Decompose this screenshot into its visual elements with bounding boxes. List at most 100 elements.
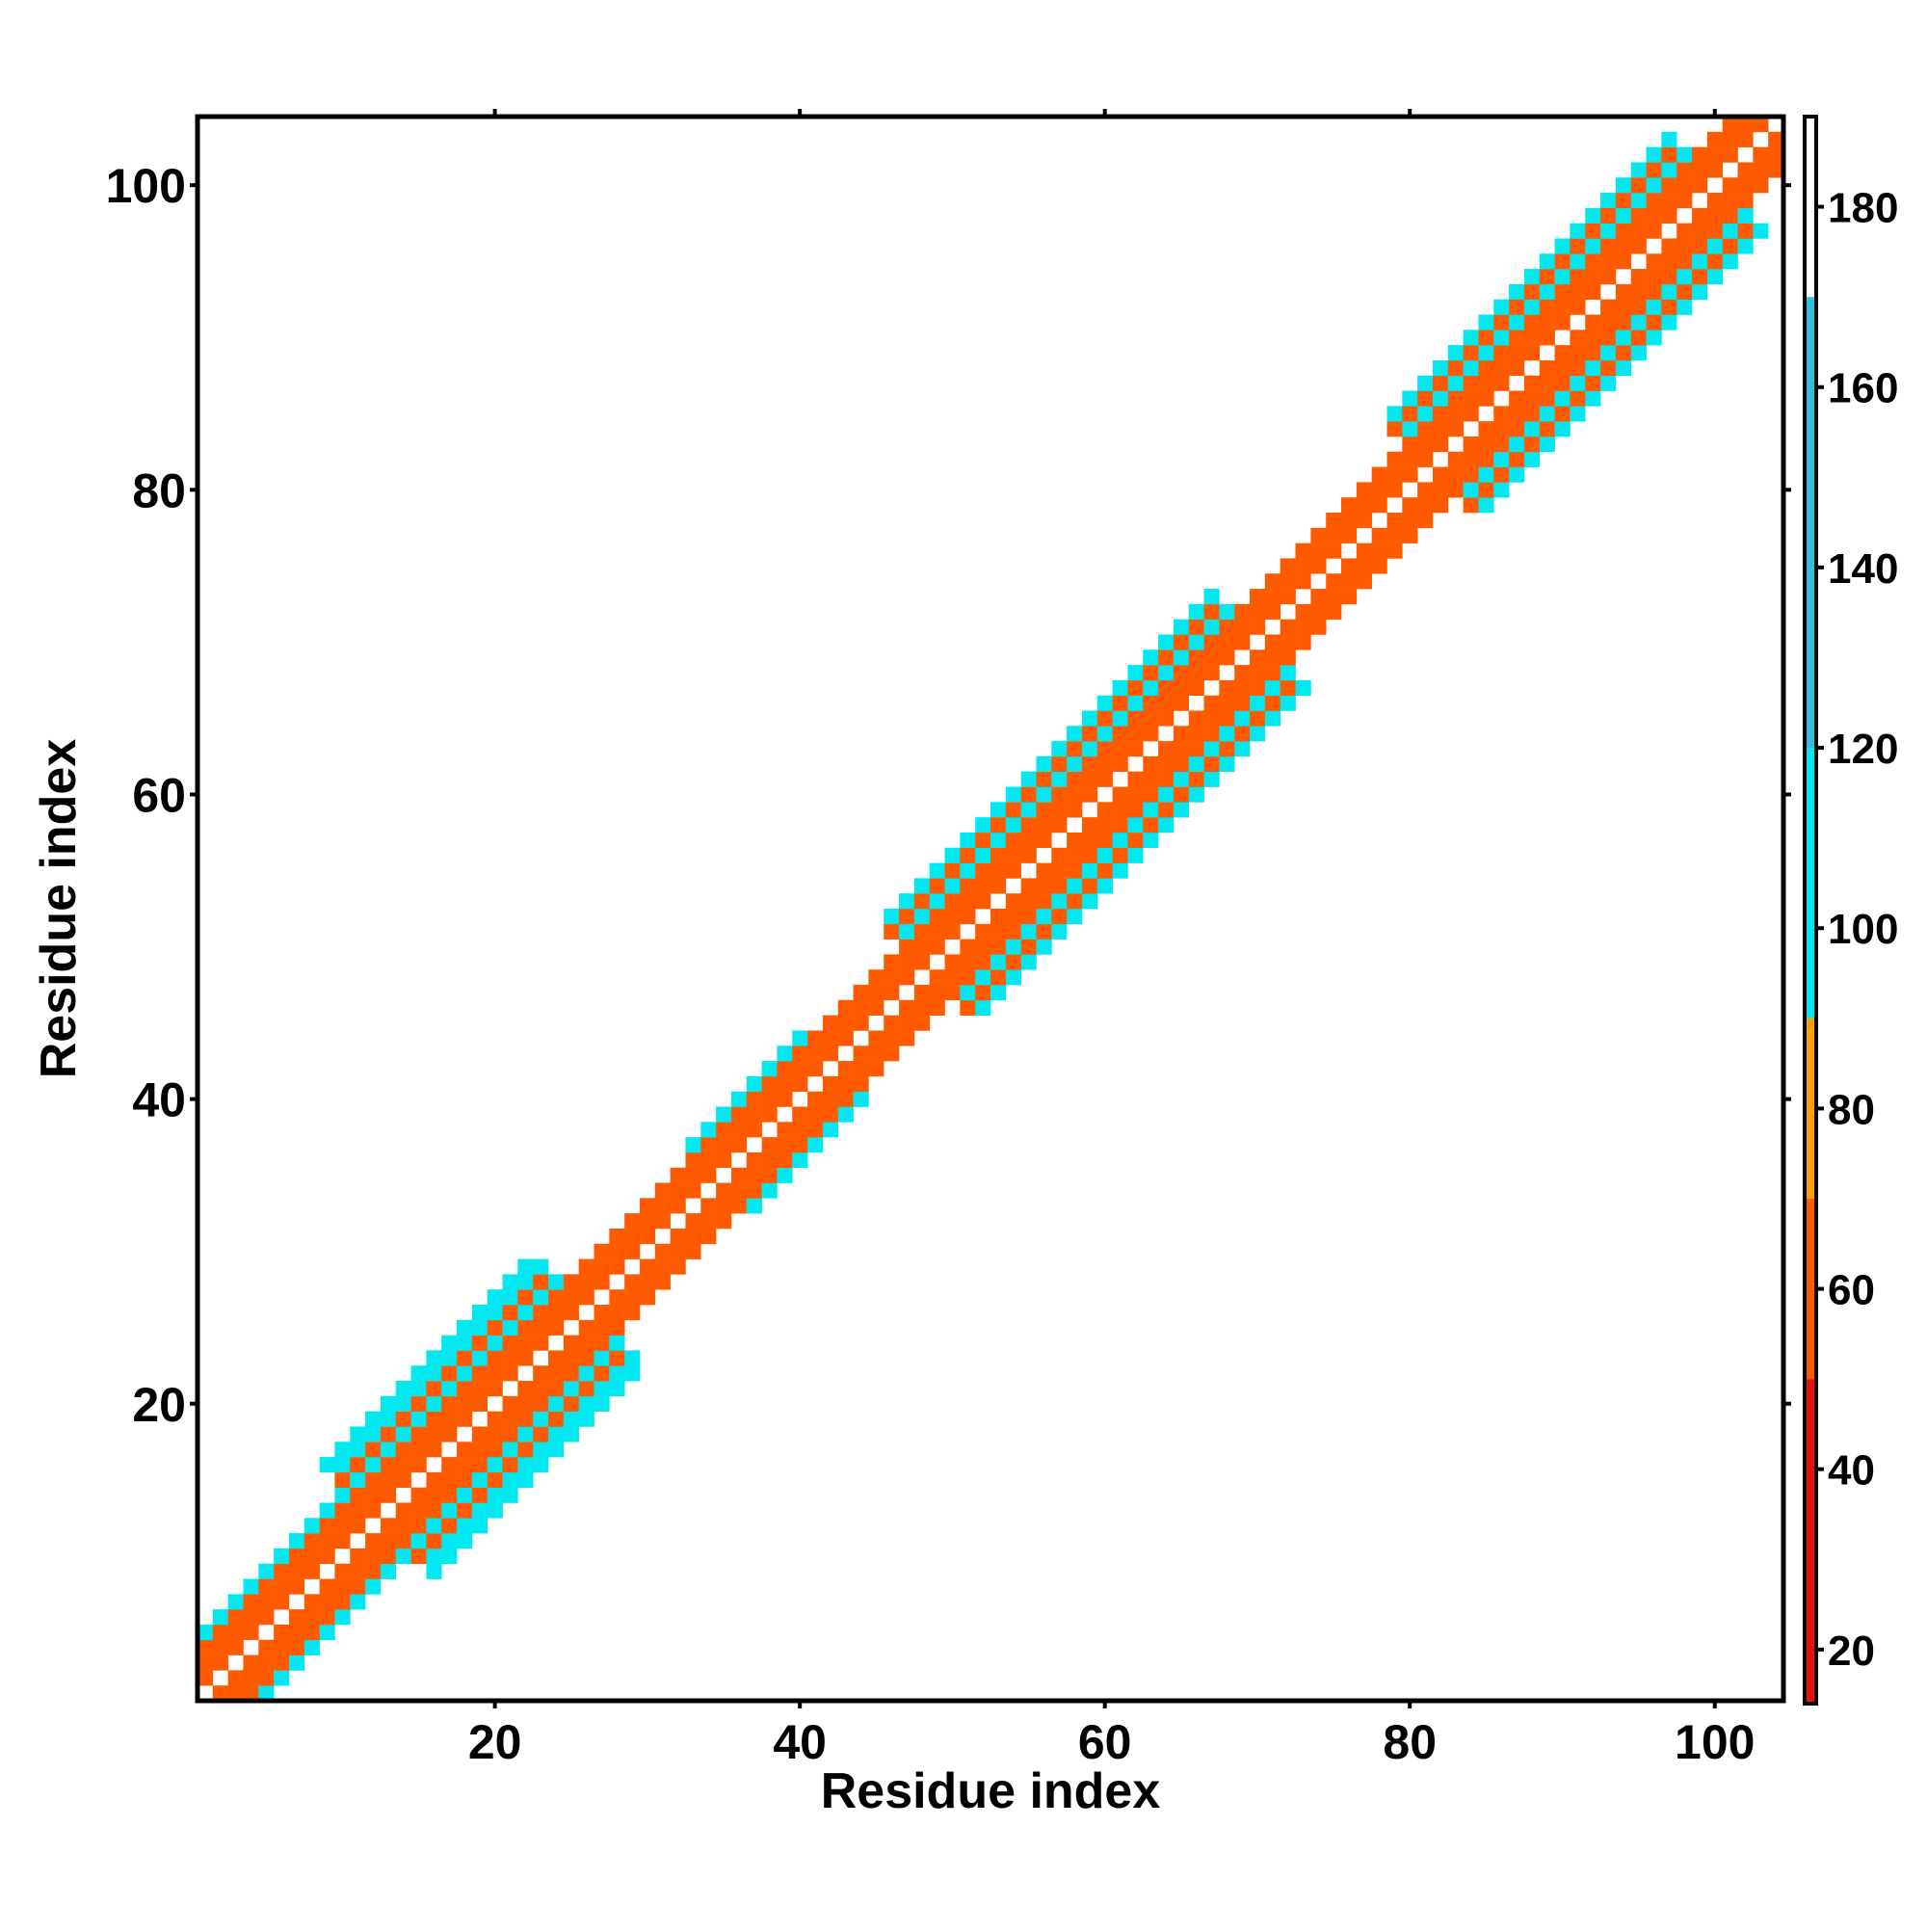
x-axis-label: Residue index xyxy=(821,1763,1161,1819)
heatmap-cell xyxy=(395,1471,411,1488)
heatmap-cell xyxy=(1600,223,1617,239)
heatmap-cell xyxy=(624,1274,641,1290)
heatmap-cell xyxy=(1081,817,1098,834)
heatmap-cell xyxy=(975,923,991,940)
heatmap-cell xyxy=(426,1365,442,1382)
y-tick-label: 80 xyxy=(132,463,186,517)
heatmap-cell xyxy=(533,1274,549,1290)
heatmap-cell xyxy=(1081,726,1098,742)
heatmap-cell xyxy=(1478,314,1494,331)
heatmap-cell xyxy=(1463,497,1479,514)
heatmap-cell xyxy=(1737,131,1754,147)
heatmap-cell xyxy=(1371,466,1387,483)
heatmap-cell xyxy=(1295,619,1311,635)
heatmap-cell xyxy=(1081,847,1098,863)
heatmap-cell xyxy=(1463,359,1479,377)
heatmap-cell xyxy=(426,1548,442,1565)
heatmap-cell xyxy=(517,1335,534,1351)
colorbar-band xyxy=(1805,1018,1816,1199)
heatmap-cell xyxy=(1753,162,1769,178)
heatmap-cell xyxy=(1067,802,1083,818)
heatmap-cell xyxy=(410,1426,427,1442)
heatmap-cell xyxy=(1615,359,1632,377)
heatmap-cell xyxy=(517,1305,534,1321)
heatmap-cell xyxy=(1661,238,1677,254)
heatmap-cell xyxy=(853,1075,869,1092)
heatmap-cell xyxy=(502,1274,518,1290)
heatmap-cell xyxy=(487,1411,503,1427)
heatmap-cell xyxy=(441,1350,458,1366)
heatmap-cell xyxy=(761,1106,778,1123)
heatmap-cell xyxy=(1676,238,1693,254)
heatmap-cell xyxy=(1173,679,1190,696)
heatmap-cell xyxy=(837,1061,854,1077)
colorbar-band xyxy=(1805,117,1816,298)
heatmap-cell xyxy=(594,1335,610,1351)
heatmap-cell xyxy=(1386,527,1403,543)
heatmap-cell xyxy=(792,1075,808,1092)
heatmap-cell xyxy=(1219,649,1235,666)
heatmap-cell xyxy=(441,1381,458,1397)
heatmap-cell xyxy=(777,1122,793,1138)
heatmap-cell xyxy=(1615,314,1632,331)
heatmap-cell xyxy=(380,1442,397,1458)
heatmap-cell xyxy=(487,1365,503,1382)
heatmap-cell xyxy=(822,1091,839,1107)
heatmap-cell xyxy=(548,1365,565,1382)
heatmap-cell xyxy=(670,1167,686,1183)
heatmap-cell xyxy=(944,969,961,986)
heatmap-cell xyxy=(1646,330,1662,346)
heatmap-cell xyxy=(304,1548,320,1565)
heatmap-cell xyxy=(1463,436,1479,453)
heatmap-cell xyxy=(1417,482,1434,498)
heatmap-cell xyxy=(868,1030,884,1046)
heatmap-cell xyxy=(730,1091,748,1107)
heatmap-cell xyxy=(1509,359,1525,377)
heatmap-cell xyxy=(1417,497,1434,514)
heatmap-cell xyxy=(1585,207,1601,224)
heatmap-cell xyxy=(1523,406,1541,422)
heatmap-cell xyxy=(884,985,900,1001)
heatmap-cell xyxy=(1143,755,1159,773)
heatmap-cell xyxy=(1036,786,1052,803)
heatmap-cell xyxy=(533,1381,549,1397)
heatmap-cell xyxy=(487,1335,503,1351)
heatmap-cell xyxy=(212,1639,228,1655)
heatmap-cell xyxy=(884,1045,900,1062)
heatmap-cell xyxy=(1326,527,1342,543)
heatmap-cell xyxy=(578,1381,594,1397)
heatmap-cell xyxy=(761,1061,778,1077)
heatmap-cell xyxy=(807,1106,824,1123)
heatmap-cell xyxy=(471,1518,488,1534)
heatmap-cell xyxy=(1493,375,1510,391)
heatmap-cell xyxy=(548,1350,565,1366)
heatmap-cell xyxy=(1600,193,1617,209)
heatmap-cell xyxy=(334,1442,351,1458)
heatmap-cell xyxy=(350,1426,366,1442)
heatmap-cell xyxy=(1250,710,1266,727)
heatmap-cell xyxy=(1432,359,1449,377)
heatmap-cell xyxy=(1173,741,1190,757)
heatmap-cell xyxy=(457,1442,473,1458)
heatmap-cell xyxy=(1493,436,1510,453)
heatmap-cell xyxy=(365,1471,382,1488)
colorbar-band xyxy=(1805,1198,1816,1380)
heatmap-cell xyxy=(746,1151,762,1169)
heatmap-cell xyxy=(1706,131,1723,147)
heatmap-cell xyxy=(1447,421,1464,437)
heatmap-cell xyxy=(1493,299,1510,315)
heatmap-cell xyxy=(1096,832,1113,849)
heatmap-cell xyxy=(761,1167,778,1183)
heatmap-cell xyxy=(258,1654,275,1671)
heatmap-cell xyxy=(1630,162,1647,178)
heatmap-cell xyxy=(1295,543,1311,559)
heatmap-cell xyxy=(395,1548,411,1565)
heatmap-cell xyxy=(1509,299,1525,315)
heatmap-cell xyxy=(639,1213,656,1230)
heatmap-cell xyxy=(1127,665,1144,681)
heatmap-cell xyxy=(1539,283,1555,300)
heatmap-cell xyxy=(1523,345,1541,361)
heatmap-cell xyxy=(899,923,915,940)
heatmap-cell xyxy=(487,1305,503,1321)
colorbar-tick-label: 80 xyxy=(1828,1086,1875,1133)
